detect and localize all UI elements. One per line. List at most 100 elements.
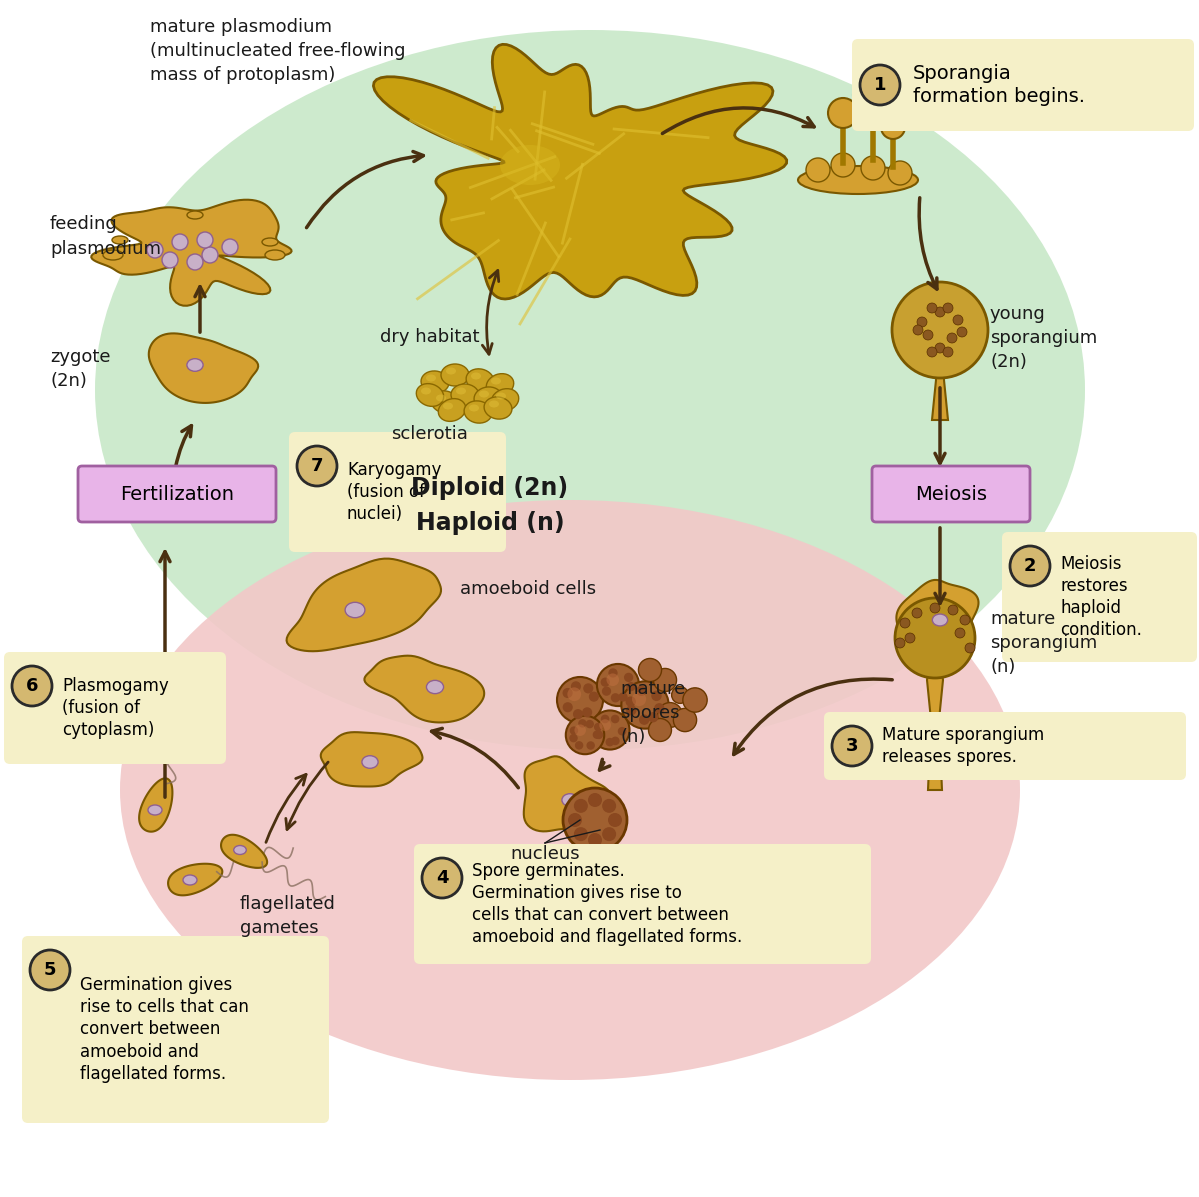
Circle shape (564, 788, 627, 852)
Ellipse shape (562, 794, 578, 807)
Text: dry habitat: dry habitat (380, 328, 480, 346)
Circle shape (601, 678, 610, 687)
Ellipse shape (426, 375, 436, 382)
Text: Haploid (n): Haploid (n) (416, 511, 565, 535)
Text: 4: 4 (435, 869, 448, 887)
Circle shape (590, 711, 629, 749)
Ellipse shape (103, 250, 123, 260)
Circle shape (594, 723, 603, 731)
Ellipse shape (436, 395, 446, 401)
Circle shape (881, 115, 905, 139)
Circle shape (947, 333, 957, 344)
Circle shape (930, 603, 940, 613)
Text: Sporangia
formation begins.: Sporangia formation begins. (912, 63, 1085, 107)
Circle shape (653, 668, 676, 692)
FancyBboxPatch shape (1002, 531, 1197, 662)
Polygon shape (897, 579, 978, 645)
Circle shape (935, 344, 945, 353)
Circle shape (171, 233, 188, 250)
Circle shape (566, 716, 604, 754)
Ellipse shape (427, 680, 444, 693)
Ellipse shape (471, 372, 481, 379)
Ellipse shape (439, 399, 465, 421)
Circle shape (583, 683, 594, 693)
Circle shape (608, 668, 617, 678)
Text: 5: 5 (43, 961, 56, 979)
Circle shape (588, 792, 602, 807)
Circle shape (582, 707, 592, 717)
Ellipse shape (799, 166, 918, 194)
Circle shape (948, 604, 958, 615)
Circle shape (649, 718, 671, 741)
Ellipse shape (421, 388, 430, 395)
Polygon shape (524, 757, 615, 832)
FancyBboxPatch shape (4, 652, 225, 764)
Ellipse shape (489, 401, 499, 407)
Circle shape (647, 712, 658, 723)
Polygon shape (287, 559, 441, 651)
Circle shape (806, 158, 830, 182)
Text: gametes: gametes (240, 919, 319, 937)
Circle shape (571, 681, 582, 692)
Circle shape (626, 697, 635, 706)
Circle shape (832, 727, 872, 766)
Circle shape (578, 719, 586, 728)
Circle shape (586, 741, 595, 749)
Ellipse shape (456, 388, 466, 395)
Ellipse shape (147, 806, 162, 815)
Circle shape (626, 682, 635, 692)
Circle shape (957, 327, 968, 338)
Text: Diploid (2n): Diploid (2n) (411, 476, 568, 500)
Circle shape (923, 330, 933, 340)
Circle shape (608, 813, 622, 827)
Text: young: young (990, 305, 1046, 323)
Ellipse shape (263, 238, 278, 247)
Text: 1: 1 (874, 75, 886, 95)
Ellipse shape (442, 402, 453, 409)
Ellipse shape (478, 390, 489, 397)
Ellipse shape (95, 30, 1085, 751)
Text: (2n): (2n) (990, 353, 1026, 371)
FancyBboxPatch shape (852, 40, 1194, 130)
FancyBboxPatch shape (22, 936, 329, 1123)
Text: 6: 6 (25, 678, 38, 695)
Circle shape (611, 736, 620, 746)
Ellipse shape (469, 405, 478, 412)
Text: Spore germinates.
Germination gives rise to
cells that can convert between
amoeb: Spore germinates. Germination gives rise… (472, 862, 742, 947)
Circle shape (222, 239, 237, 255)
Text: (n): (n) (990, 658, 1016, 676)
Circle shape (917, 317, 927, 327)
Text: zygote: zygote (50, 348, 110, 366)
Text: Plasmogamy
(fusion of
cytoplasm): Plasmogamy (fusion of cytoplasm) (62, 676, 169, 740)
Circle shape (610, 693, 620, 703)
Circle shape (637, 686, 646, 695)
Circle shape (574, 827, 588, 841)
Ellipse shape (466, 369, 494, 391)
Circle shape (562, 703, 573, 712)
Ellipse shape (362, 755, 378, 768)
Circle shape (651, 691, 662, 701)
Circle shape (861, 156, 885, 180)
Circle shape (592, 730, 601, 739)
Ellipse shape (265, 250, 285, 260)
Circle shape (597, 664, 639, 706)
Text: Karyogamy
(fusion of
nuclei): Karyogamy (fusion of nuclei) (347, 461, 441, 523)
Circle shape (674, 709, 697, 731)
Circle shape (617, 727, 626, 735)
Circle shape (900, 618, 910, 628)
Circle shape (602, 798, 616, 813)
Ellipse shape (112, 236, 128, 244)
Circle shape (621, 681, 669, 729)
Circle shape (187, 254, 203, 271)
Ellipse shape (492, 377, 501, 384)
Ellipse shape (500, 145, 560, 186)
Text: sclerotia: sclerotia (392, 425, 469, 443)
Text: (2n): (2n) (50, 372, 86, 390)
FancyBboxPatch shape (872, 466, 1030, 522)
Ellipse shape (432, 391, 459, 413)
Text: plasmodium: plasmodium (50, 241, 161, 259)
Circle shape (953, 315, 963, 326)
Text: Meiosis
restores
haploid
condition.: Meiosis restores haploid condition. (1060, 554, 1141, 639)
Text: Germination gives
rise to cells that can
convert between
amoeboid and
flagellate: Germination gives rise to cells that can… (80, 976, 249, 1083)
Circle shape (657, 703, 682, 728)
